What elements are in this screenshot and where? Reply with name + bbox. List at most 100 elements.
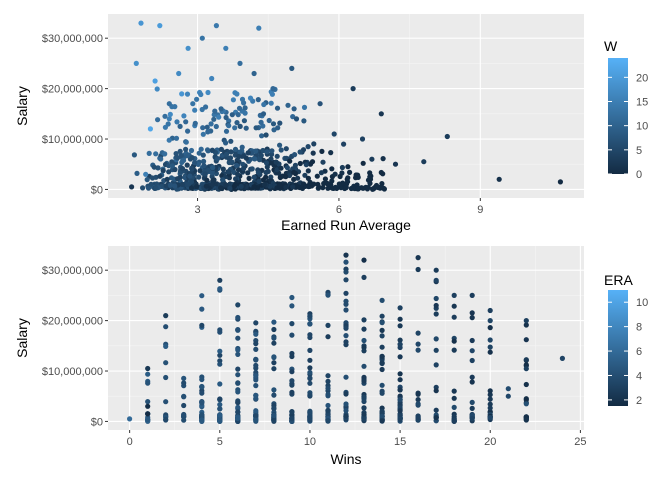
data-point [369, 156, 375, 162]
data-point [183, 139, 189, 145]
data-point [163, 416, 169, 422]
legend-tick-label: 4 [636, 370, 642, 382]
data-point [189, 166, 195, 172]
data-point [210, 165, 216, 171]
data-point [433, 347, 439, 353]
data-point [505, 386, 511, 392]
data-point [451, 414, 457, 420]
data-point [153, 185, 159, 191]
data-point [263, 160, 270, 166]
data-point [487, 405, 493, 411]
data-point [397, 371, 403, 377]
data-point [209, 75, 215, 82]
data-point [278, 165, 284, 171]
data-point [259, 133, 265, 139]
data-point [397, 341, 403, 347]
data-point [325, 378, 331, 384]
data-point [271, 366, 277, 372]
data-point [379, 366, 385, 373]
y-tick-label: $10,000,000 [42, 134, 103, 146]
data-point [433, 362, 439, 368]
data-point [256, 157, 263, 163]
data-point [184, 91, 191, 97]
y-tick-label: $30,000,000 [42, 33, 103, 45]
data-point [325, 385, 331, 391]
data-point [487, 414, 493, 421]
data-point [291, 106, 297, 112]
data-point [318, 170, 324, 176]
data-point [469, 374, 475, 380]
data-point [325, 181, 331, 187]
data-point [253, 408, 259, 414]
data-point [278, 147, 284, 153]
data-point [256, 25, 262, 31]
data-point [379, 297, 385, 303]
data-point [127, 416, 133, 422]
data-point [311, 141, 317, 147]
data-point [217, 361, 223, 367]
data-point [306, 184, 312, 190]
data-point [235, 347, 241, 353]
data-point [185, 128, 191, 134]
legend-colorbar [608, 58, 628, 174]
data-point [217, 418, 223, 424]
data-point [235, 380, 241, 386]
data-point [415, 255, 421, 261]
data-point [343, 339, 349, 345]
data-point [367, 174, 373, 180]
data-point [487, 318, 493, 324]
data-point [177, 123, 183, 129]
data-point [235, 409, 241, 415]
x-tick-label: 15 [394, 436, 406, 448]
data-point [301, 118, 307, 124]
data-point [290, 114, 296, 120]
data-point [287, 158, 293, 164]
data-point [379, 344, 385, 350]
data-point [301, 181, 307, 187]
data-point [350, 86, 356, 92]
data-point [295, 175, 301, 181]
data-point [305, 175, 311, 181]
data-point [319, 148, 325, 154]
data-point [145, 365, 151, 372]
data-point [184, 162, 190, 168]
data-point [235, 112, 241, 118]
data-point [433, 267, 439, 273]
data-point [297, 149, 303, 155]
data-point [185, 181, 191, 188]
data-point [523, 417, 529, 423]
data-point [380, 171, 386, 177]
data-point [361, 257, 367, 263]
data-point [234, 162, 240, 168]
data-point [140, 185, 146, 191]
data-point [216, 114, 222, 120]
data-point [223, 151, 230, 157]
data-point [223, 182, 229, 188]
data-point [271, 340, 277, 346]
data-point [145, 185, 152, 191]
data-point [307, 392, 313, 398]
data-point [361, 378, 367, 384]
data-point [199, 293, 205, 299]
data-point [199, 322, 205, 328]
data-point [289, 332, 295, 338]
data-point [277, 120, 283, 126]
data-point [415, 330, 421, 336]
data-point [174, 155, 181, 161]
legend-title: W [604, 38, 618, 54]
data-point [397, 416, 403, 422]
data-point [210, 178, 216, 184]
legend-tick-label: 10 [636, 121, 648, 133]
data-point [133, 60, 139, 66]
data-point [339, 164, 345, 171]
data-point [236, 153, 242, 160]
data-point [146, 150, 152, 156]
data-point [307, 369, 313, 376]
data-point [263, 169, 269, 176]
data-point [162, 151, 168, 157]
data-point [325, 334, 331, 340]
legend-ticks: 2 4 6 8 10 [608, 297, 648, 407]
data-point [307, 313, 313, 319]
data-point [379, 390, 385, 396]
